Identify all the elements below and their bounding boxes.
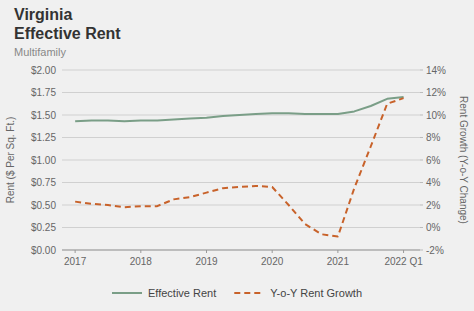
x-tick-label: 2018 xyxy=(130,256,153,267)
y2-tick-label: 14% xyxy=(426,65,446,76)
title: Virginia xyxy=(14,6,72,23)
x-axis xyxy=(62,250,420,251)
y-tick-label: $1.25 xyxy=(31,132,56,143)
y2-tick xyxy=(420,92,423,93)
grid-line xyxy=(62,137,420,138)
y2-tick-label: 6% xyxy=(426,155,441,166)
x-tick-label: 2022 Q1 xyxy=(384,256,423,267)
y2-tick xyxy=(420,70,423,71)
y2-tick xyxy=(420,115,423,116)
legend-item: Y-o-Y Rent Growth xyxy=(234,287,362,299)
legend: Effective Rent Y-o-Y Rent Growth xyxy=(112,287,362,299)
y2-tick xyxy=(420,160,423,161)
grid-line xyxy=(62,70,420,71)
legend-label: Y-o-Y Rent Growth xyxy=(270,287,362,299)
chart: Virginia Effective Rent Multifamily $0.00 $0… xyxy=(0,0,474,311)
x-tick xyxy=(75,250,76,253)
y2-tick xyxy=(420,182,423,183)
grid-line xyxy=(62,227,420,228)
x-tick xyxy=(403,250,404,253)
y2-tick xyxy=(420,205,423,206)
legend-swatch xyxy=(112,292,142,294)
x-tick xyxy=(337,250,338,253)
y2-tick-label: 4% xyxy=(426,177,441,188)
grid-line xyxy=(62,250,420,251)
y2-tick xyxy=(420,137,423,138)
series-line xyxy=(75,97,403,121)
y-tick-label: $1.75 xyxy=(31,87,56,98)
x-tick xyxy=(140,250,141,253)
y2-tick xyxy=(420,250,423,251)
y-tick-label: $0.50 xyxy=(31,200,56,211)
y-tick-label: $2.00 xyxy=(31,65,56,76)
y-tick-label: $1.00 xyxy=(31,155,56,166)
y2-tick-label: 10% xyxy=(426,110,446,121)
x-tick xyxy=(272,250,273,253)
background xyxy=(0,0,474,311)
legend-swatch xyxy=(234,292,264,294)
y-tick-label: $0.00 xyxy=(31,245,56,256)
title: Effective Rent xyxy=(14,25,121,42)
plot-area xyxy=(75,97,403,237)
x-tick-label: 2017 xyxy=(64,256,87,267)
legend-item: Effective Rent xyxy=(112,287,216,299)
y-tick-label: $1.50 xyxy=(31,110,56,121)
grid-line xyxy=(62,182,420,183)
y2-tick-label: 0% xyxy=(426,222,441,233)
subtitle: Multifamily xyxy=(14,46,66,58)
y2-axis-label: Rent Growth (Y-o-Y Change) xyxy=(458,96,469,224)
x-tick-label: 2019 xyxy=(195,256,218,267)
y2-tick-label: -2% xyxy=(426,245,444,256)
grid-line xyxy=(62,92,420,93)
x-tick xyxy=(206,250,207,253)
y2-tick-label: 2% xyxy=(426,200,441,211)
series-line xyxy=(75,98,403,236)
y-axis-label: Rent ($ Per Sq. Ft.) xyxy=(5,117,16,204)
y-tick-label: $0.75 xyxy=(31,177,56,188)
y2-tick xyxy=(420,227,423,228)
grid xyxy=(62,70,420,250)
y-tick-label: $0.25 xyxy=(31,222,56,233)
grid-line xyxy=(62,160,420,161)
y2-tick-label: 8% xyxy=(426,132,441,143)
y2-tick-label: 12% xyxy=(426,87,446,98)
legend-label: Effective Rent xyxy=(148,287,216,299)
x-tick-label: 2020 xyxy=(261,256,284,267)
x-tick-label: 2021 xyxy=(327,256,350,267)
